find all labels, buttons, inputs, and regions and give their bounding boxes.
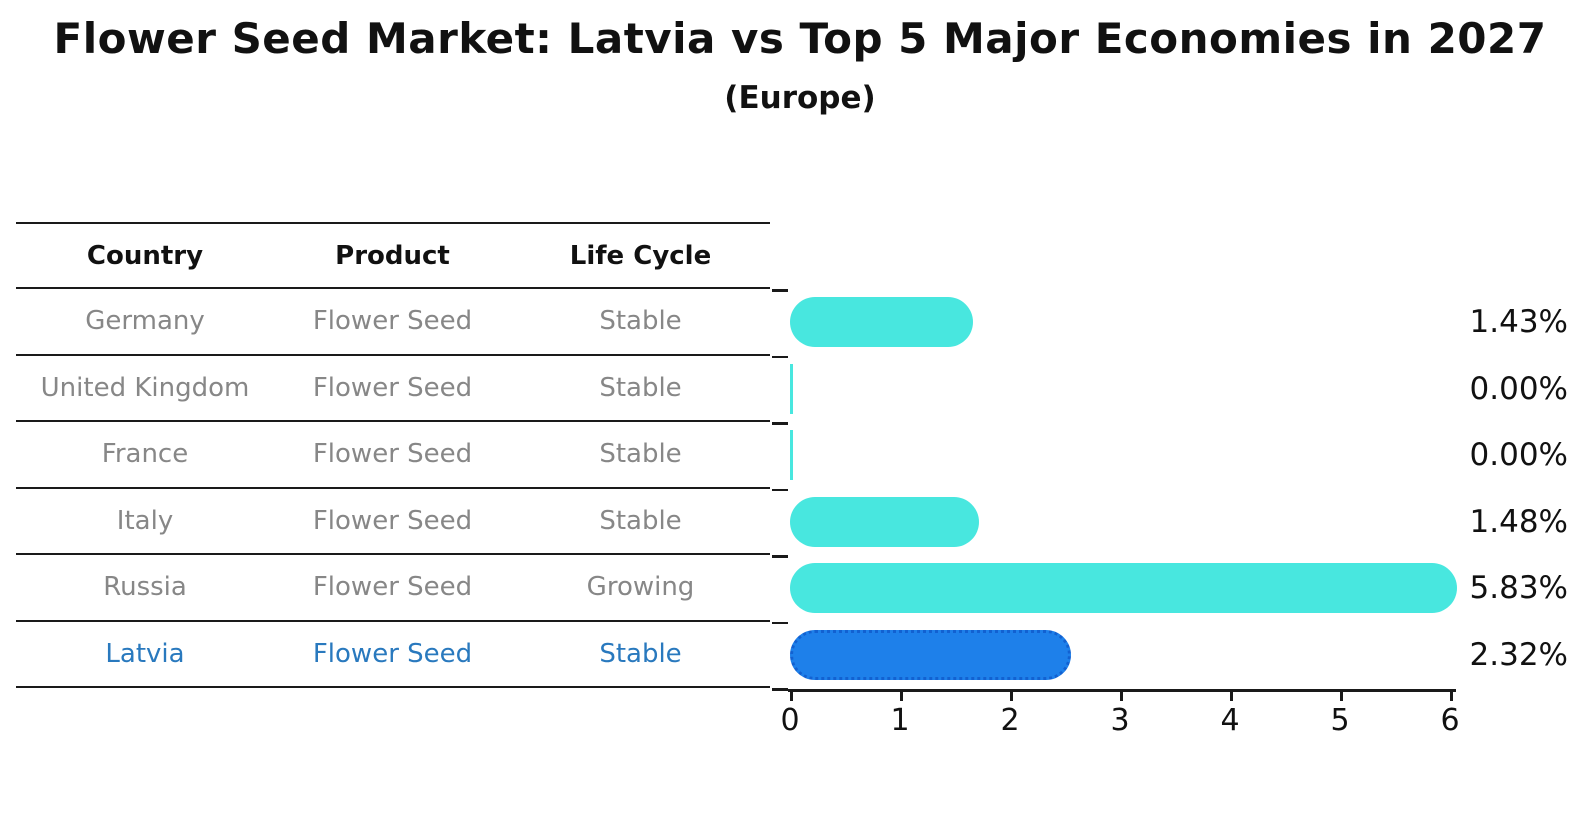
y-tick-mark bbox=[772, 555, 788, 558]
bar bbox=[790, 629, 1071, 680]
cell-product: Flower Seed bbox=[312, 572, 473, 603]
country-table: Country Product Life Cycle Germany Flower… bbox=[16, 222, 770, 688]
cell-product: Flower Seed bbox=[312, 505, 473, 536]
bar bbox=[790, 496, 979, 547]
bar bbox=[790, 363, 793, 414]
bar-value-label: 2.32% bbox=[1469, 636, 1568, 673]
cell-country: United Kingdom bbox=[40, 372, 250, 403]
bar bbox=[790, 563, 1457, 613]
x-tick-mark bbox=[1450, 691, 1453, 701]
cell-country: France bbox=[101, 439, 189, 470]
chart-subtitle: (Europe) bbox=[724, 80, 876, 116]
x-tick-label: 1 bbox=[890, 703, 910, 738]
cell-life-cycle: Stable bbox=[599, 439, 682, 470]
bar-value-label: 1.48% bbox=[1469, 503, 1568, 540]
column-header-product: Product bbox=[335, 240, 450, 271]
column-header-country: Country bbox=[86, 240, 204, 271]
cell-product: Flower Seed bbox=[312, 439, 473, 470]
table-row: Latvia Flower Seed Stable bbox=[16, 622, 770, 688]
x-tick-mark bbox=[790, 691, 793, 701]
cell-country: Russia bbox=[103, 572, 187, 603]
bar bbox=[790, 430, 793, 480]
column-header-life-cycle: Life Cycle bbox=[569, 240, 712, 271]
x-tick-mark bbox=[1340, 691, 1343, 701]
table-row: Italy Flower Seed Stable bbox=[16, 489, 770, 555]
y-tick-mark bbox=[772, 688, 788, 691]
chart-title: Flower Seed Market: Latvia vs Top 5 Majo… bbox=[53, 14, 1547, 63]
y-tick-mark bbox=[772, 488, 788, 491]
cell-country: Latvia bbox=[105, 638, 185, 669]
y-tick-mark bbox=[772, 289, 788, 292]
bar-value-label: 1.43% bbox=[1469, 304, 1568, 341]
cell-life-cycle: Stable bbox=[599, 306, 682, 337]
table-row: France Flower Seed Stable bbox=[16, 422, 770, 489]
table-header-row: Country Product Life Cycle bbox=[16, 222, 770, 289]
cell-country: Italy bbox=[116, 505, 174, 536]
y-tick-mark bbox=[772, 422, 788, 425]
cell-life-cycle: Growing bbox=[586, 572, 695, 603]
x-tick-label: 5 bbox=[1330, 703, 1350, 738]
x-tick-label: 3 bbox=[1110, 703, 1130, 738]
x-tick-mark bbox=[1010, 691, 1013, 701]
bar-value-label: 5.83% bbox=[1469, 570, 1568, 607]
x-tick-label: 0 bbox=[780, 703, 800, 738]
cell-product: Flower Seed bbox=[312, 306, 473, 337]
cell-product: Flower Seed bbox=[312, 638, 473, 669]
x-axis-line bbox=[788, 689, 1456, 692]
y-tick-mark bbox=[772, 621, 788, 624]
table-body: Germany Flower Seed Stable United Kingdom Fl… bbox=[16, 289, 770, 688]
table-row: Russia Flower Seed Growing bbox=[16, 555, 770, 622]
cell-life-cycle: Stable bbox=[599, 505, 682, 536]
x-tick-mark bbox=[900, 691, 903, 701]
cell-life-cycle: Stable bbox=[599, 638, 682, 669]
bar bbox=[790, 297, 973, 347]
cell-life-cycle: Stable bbox=[599, 372, 682, 403]
bar-value-label: 0.00% bbox=[1469, 437, 1568, 474]
y-tick-mark bbox=[772, 355, 788, 358]
x-tick-label: 6 bbox=[1440, 703, 1460, 738]
bar-value-label: 0.00% bbox=[1469, 370, 1568, 407]
cell-product: Flower Seed bbox=[312, 372, 473, 403]
x-tick-label: 2 bbox=[1000, 703, 1020, 738]
cell-country: Germany bbox=[85, 306, 205, 337]
x-tick-mark bbox=[1120, 691, 1123, 701]
x-tick-label: 4 bbox=[1220, 703, 1240, 738]
table-row: United Kingdom Flower Seed Stable bbox=[16, 356, 770, 422]
table-row: Germany Flower Seed Stable bbox=[16, 289, 770, 356]
x-tick-mark bbox=[1230, 691, 1233, 701]
